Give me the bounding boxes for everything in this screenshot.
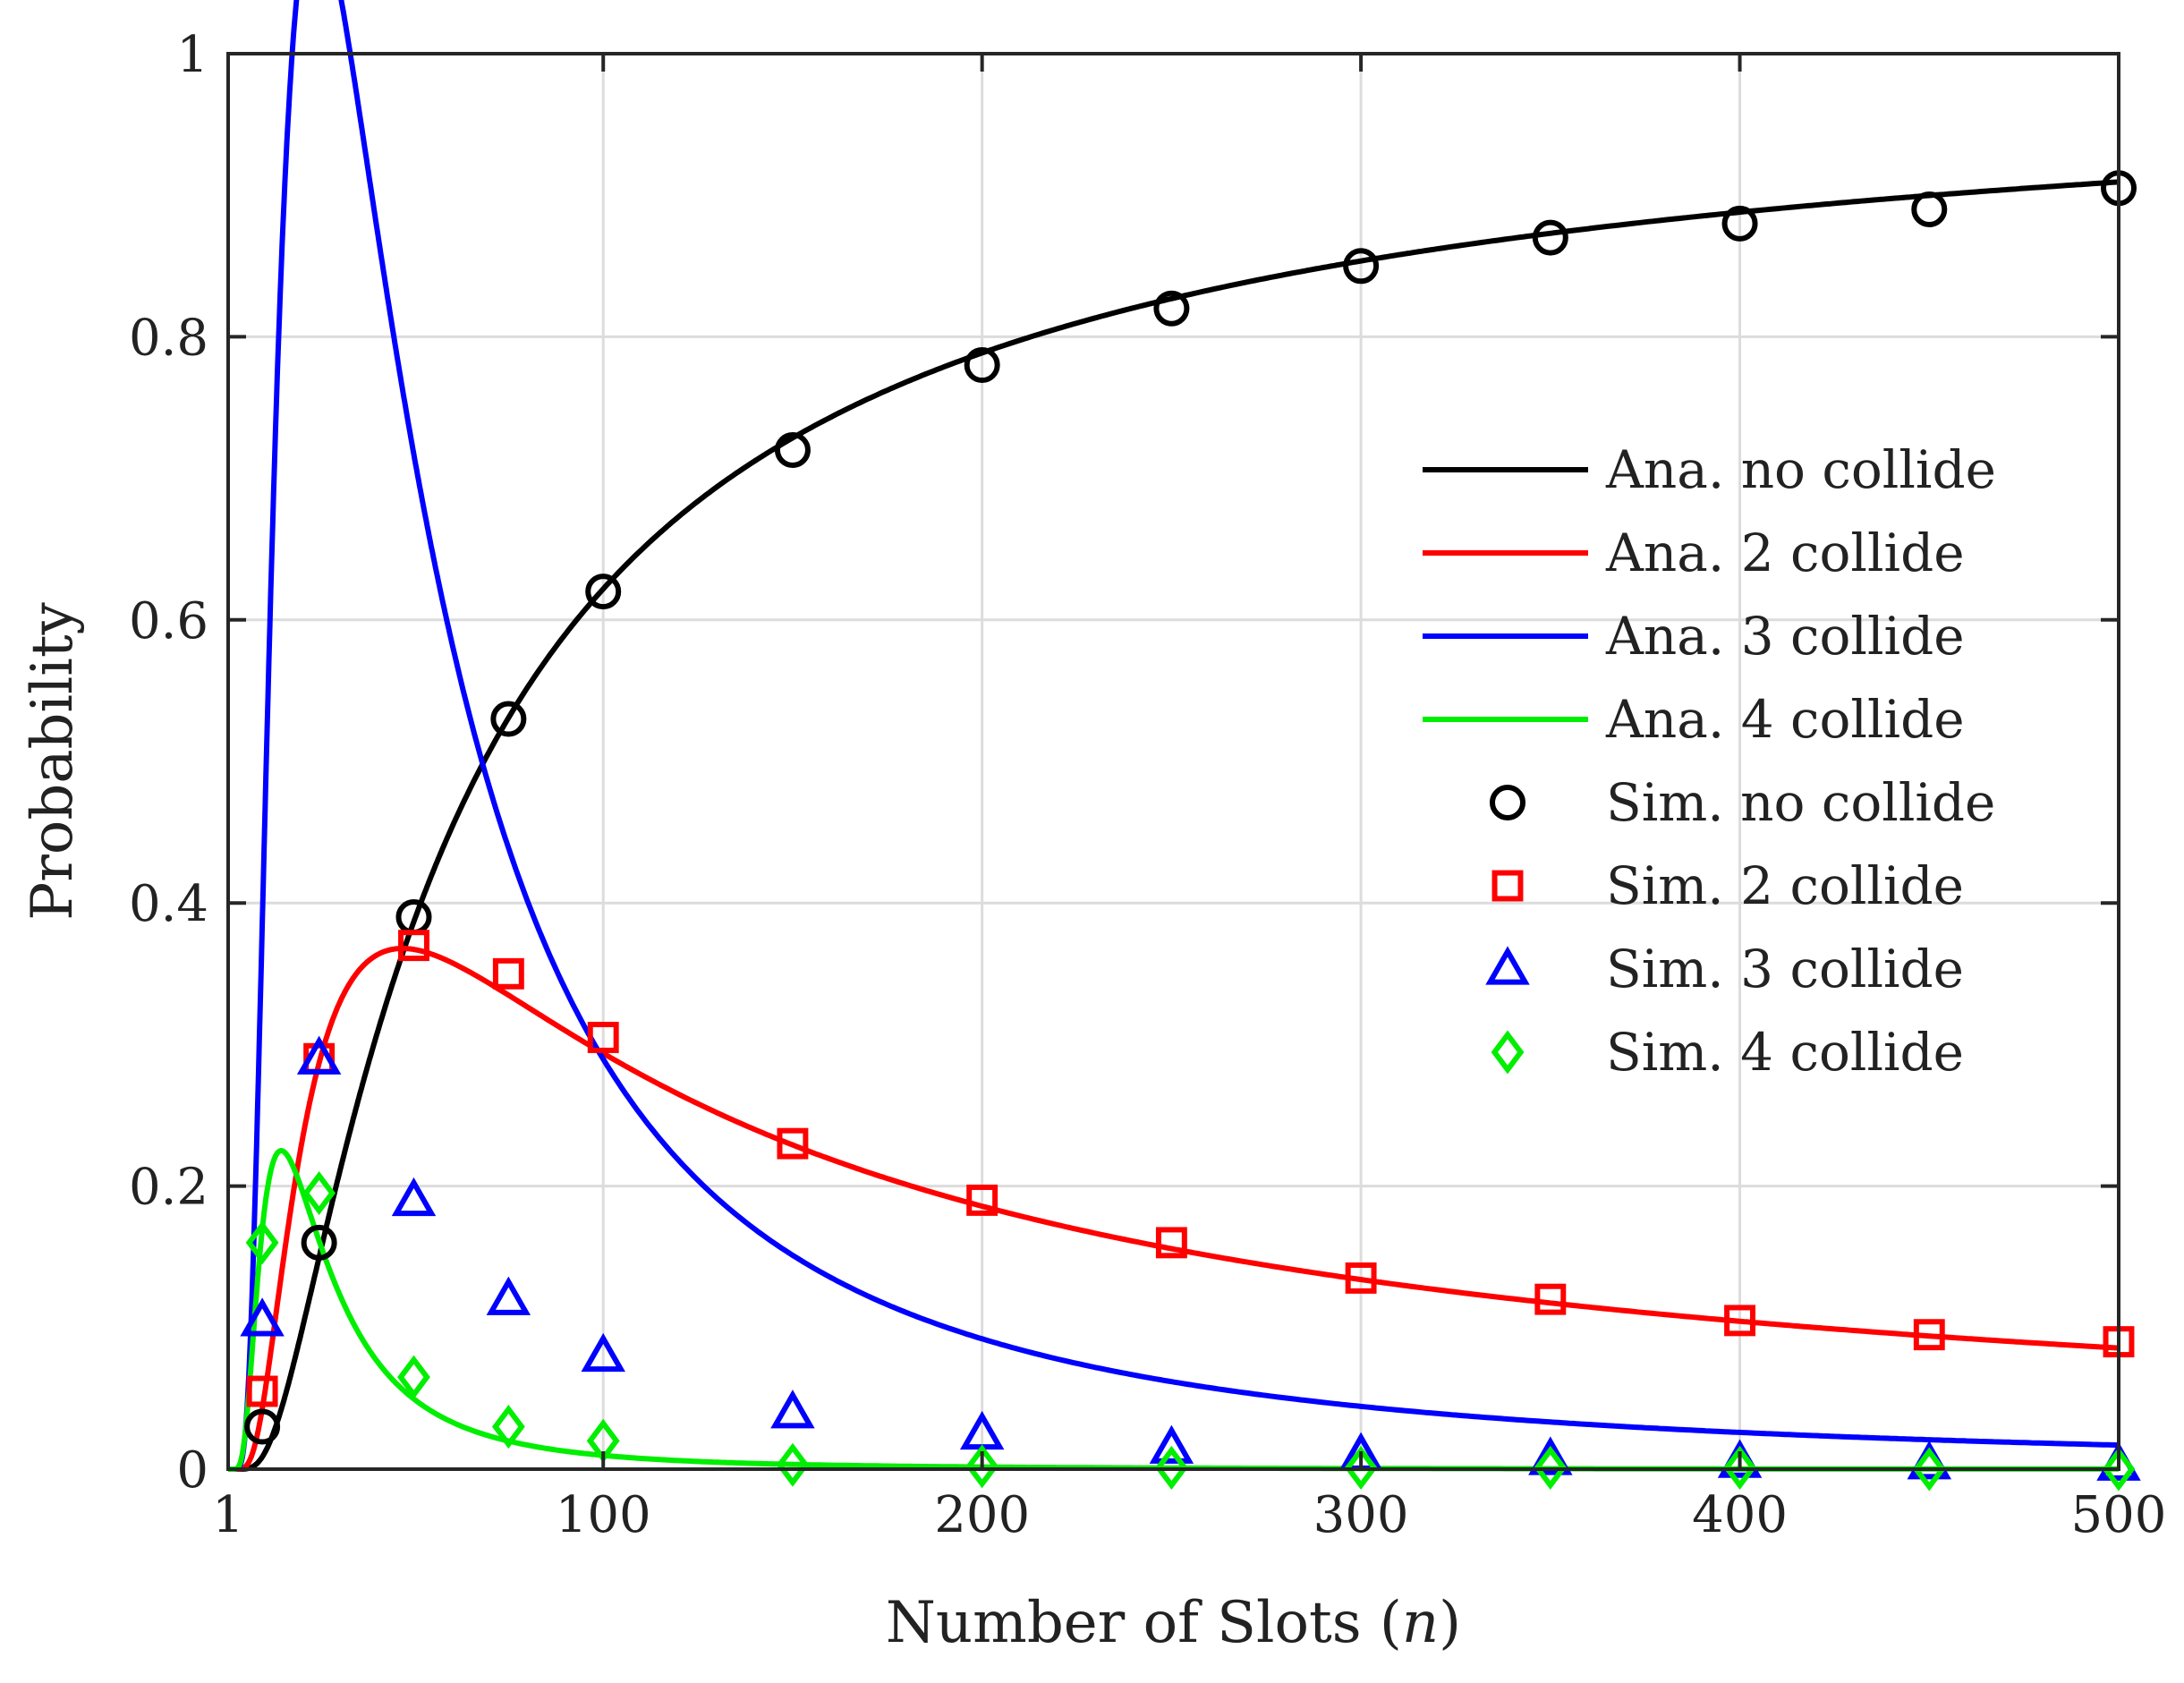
marker-diamond bbox=[965, 1444, 999, 1489]
marker-diamond bbox=[397, 1355, 430, 1399]
marker-triangle bbox=[770, 1390, 815, 1429]
legend-label: Ana. 4 collide bbox=[1605, 689, 1965, 750]
legend-item: Ana. 2 collide bbox=[1423, 523, 1965, 583]
marker-triangle bbox=[1528, 1436, 1573, 1475]
marker-circle bbox=[1532, 219, 1568, 256]
x-tick-label: 500 bbox=[2071, 1486, 2167, 1544]
marker-circle bbox=[1343, 248, 1380, 285]
plot-frame bbox=[226, 52, 2120, 1471]
marker-square bbox=[777, 1127, 809, 1160]
marker-square bbox=[1155, 1227, 1187, 1259]
tick-labels: 1 100 200 300 400 500 0 0.2 0.4 0.6 0.8 1 bbox=[129, 26, 2167, 1544]
marker-triangle bbox=[486, 1276, 531, 1315]
marker-diamond bbox=[302, 1170, 336, 1216]
legend-marker bbox=[1485, 946, 1530, 985]
marker-diamond bbox=[2102, 1447, 2136, 1492]
marker-square bbox=[1345, 1262, 1377, 1294]
legend-item: Sim. 4 collide bbox=[1491, 1022, 1964, 1083]
series-line-ana-3-collide bbox=[226, 0, 2120, 1472]
legend-item: Sim. 2 collide bbox=[1491, 855, 1964, 916]
legend-label: Ana. 3 collide bbox=[1605, 606, 1965, 667]
marker-diamond bbox=[1912, 1447, 1946, 1492]
legend-item: Ana. 4 collide bbox=[1423, 689, 1965, 750]
marker-circle bbox=[1153, 290, 1190, 327]
legend-label: Sim. no collide bbox=[1606, 772, 1995, 833]
legend-marker bbox=[1491, 1030, 1525, 1075]
marker-square bbox=[966, 1184, 999, 1216]
x-axis-label: Number of Slots (n) bbox=[886, 1590, 1461, 1656]
marker-circle bbox=[1721, 205, 1758, 242]
marker-circle bbox=[585, 574, 622, 610]
marker-diamond bbox=[1344, 1445, 1378, 1490]
legend-label: Ana. no collide bbox=[1605, 439, 1996, 500]
y-tick-label: 0.2 bbox=[129, 1159, 208, 1217]
marker-square bbox=[1724, 1305, 1756, 1337]
marker-square bbox=[246, 1375, 278, 1407]
x-tick-label: 300 bbox=[1313, 1486, 1409, 1544]
marker-triangle bbox=[1149, 1424, 1194, 1464]
marker-square bbox=[492, 957, 524, 990]
marker-circle bbox=[490, 701, 527, 737]
legend-item: Ana. 3 collide bbox=[1423, 606, 1965, 667]
marker-circle bbox=[244, 1408, 281, 1445]
marker-triangle bbox=[391, 1177, 437, 1217]
legend-label: Sim. 4 collide bbox=[1606, 1022, 1964, 1083]
marker-circle bbox=[774, 431, 811, 468]
y-tick-label: 0.8 bbox=[129, 309, 208, 367]
legend: Ana. no collide Ana. 2 collide Ana. 3 coll… bbox=[1423, 439, 1996, 1083]
marker-diamond bbox=[1154, 1445, 1188, 1490]
ticks bbox=[226, 52, 2120, 1471]
legend-marker bbox=[1490, 785, 1525, 820]
y-tick-label: 0.4 bbox=[129, 875, 208, 933]
marker-square bbox=[1913, 1319, 1945, 1351]
x-tick-label: 400 bbox=[1692, 1486, 1788, 1544]
marker-circle bbox=[1911, 191, 1948, 228]
x-tick-label: 100 bbox=[556, 1486, 651, 1544]
y-tick-label: 0.6 bbox=[129, 592, 208, 650]
x-tick-label: 1 bbox=[212, 1486, 244, 1544]
marker-triangle bbox=[581, 1332, 625, 1373]
marker-diamond bbox=[1723, 1445, 1756, 1490]
marker-circle bbox=[301, 1224, 337, 1261]
marker-diamond bbox=[245, 1220, 279, 1265]
series-line-ana-no-collide bbox=[226, 179, 2120, 1472]
y-axis-label: Probability bbox=[20, 602, 86, 921]
legend-item: Sim. 3 collide bbox=[1485, 939, 1964, 999]
x-tick-label: 200 bbox=[934, 1486, 1030, 1544]
y-tick-label: 1 bbox=[176, 26, 208, 84]
marker-square bbox=[398, 930, 429, 962]
marker-diamond bbox=[776, 1442, 810, 1487]
marker-square bbox=[587, 1022, 619, 1053]
marker-diamond bbox=[1534, 1445, 1568, 1490]
y-tick-label: 0 bbox=[176, 1441, 208, 1500]
marker-diamond bbox=[491, 1404, 525, 1449]
legend-marker bbox=[1491, 870, 1524, 902]
series-line-ana-2-collide bbox=[226, 946, 2120, 1472]
legend-label: Sim. 3 collide bbox=[1606, 939, 1964, 999]
marker-circle bbox=[964, 347, 1000, 384]
marker-triangle bbox=[296, 1035, 342, 1075]
series-markers bbox=[240, 170, 2141, 1492]
legend-label: Ana. 2 collide bbox=[1605, 523, 1965, 583]
legend-item: Sim. no collide bbox=[1490, 772, 1995, 833]
marker-square bbox=[1534, 1283, 1567, 1315]
legend-label: Sim. 2 collide bbox=[1606, 855, 1964, 916]
legend-item: Ana. no collide bbox=[1423, 439, 1996, 500]
marker-triangle bbox=[240, 1297, 285, 1337]
